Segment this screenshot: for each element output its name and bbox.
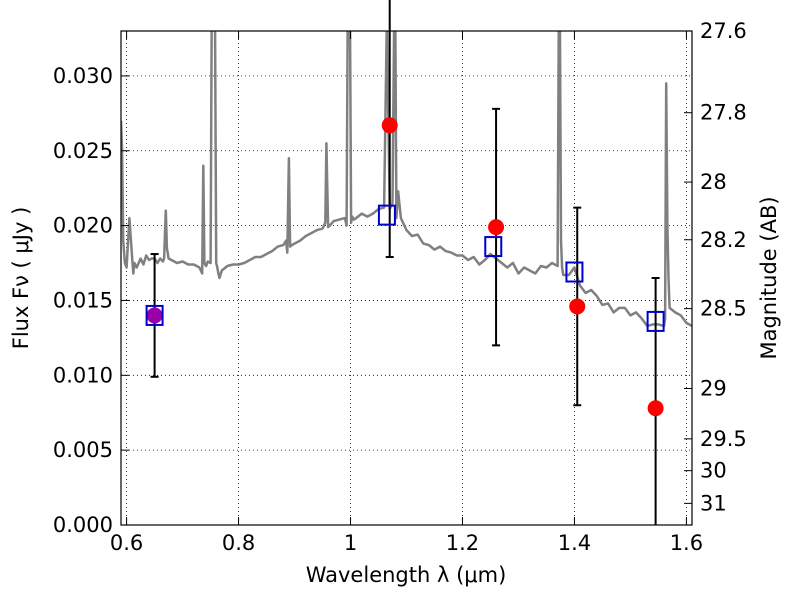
synthetic-point	[377, 204, 396, 226]
y-tick-label: 0.030	[53, 64, 113, 88]
plot-frame	[120, 30, 693, 526]
spectrum-line	[121, 31, 692, 328]
right-tick-label: 31	[700, 491, 727, 515]
synthetic-points	[145, 204, 665, 332]
x-axis-ticks: 0.6 0.8 1 1.2 1.4 1.6	[110, 31, 703, 555]
y-tick-label: 0.005	[53, 438, 113, 462]
y-axis-ticks: 0.000 0.005 0.010 0.015 0.020 0.025 0.030	[53, 64, 129, 537]
right-tick-label: 28.2	[700, 228, 747, 252]
observed-point	[569, 298, 586, 315]
right-tick-label: 29	[700, 376, 727, 400]
y-tick-label: 0.025	[53, 139, 113, 163]
y-tick-label: 0.010	[53, 363, 113, 387]
right-axis-title: Magnitude (AB)	[757, 196, 781, 359]
observed-point	[146, 307, 163, 324]
grid	[121, 31, 692, 526]
right-tick-label: 30	[700, 459, 727, 483]
y-tick-label: 0.015	[53, 288, 113, 312]
observed-point	[647, 400, 664, 417]
x-tick-label: 1.4	[558, 531, 591, 555]
right-tick-label: 28.5	[700, 297, 747, 321]
x-tick-label: 1.6	[670, 531, 703, 555]
observed-point	[381, 117, 398, 134]
right-axis-ticks: 27.6 27.8 28 28.2 28.5 29 29.5 30 31	[684, 19, 747, 515]
y-axis-title: Flux Fν ( μJy )	[9, 207, 33, 350]
x-tick-label: 0.8	[222, 531, 255, 555]
x-tick-label: 1	[344, 531, 357, 555]
observed-point	[488, 219, 505, 236]
right-tick-label: 29.5	[700, 427, 747, 451]
model-spectrum	[121, 31, 692, 328]
y-tick-label: 0.000	[53, 513, 113, 537]
observed-points	[146, 117, 664, 417]
synthetic-point	[145, 304, 164, 326]
x-axis-title: Wavelength λ (μm)	[306, 563, 507, 587]
y-tick-label: 0.020	[53, 214, 113, 238]
right-tick-label: 27.8	[700, 101, 747, 125]
x-tick-label: 1.2	[446, 531, 479, 555]
right-tick-label: 27.6	[700, 19, 747, 43]
synthetic-point	[565, 261, 584, 283]
synthetic-point	[484, 236, 503, 258]
x-tick-label: 0.6	[110, 531, 143, 555]
right-tick-label: 28	[700, 170, 727, 194]
synthetic-point	[646, 310, 665, 332]
